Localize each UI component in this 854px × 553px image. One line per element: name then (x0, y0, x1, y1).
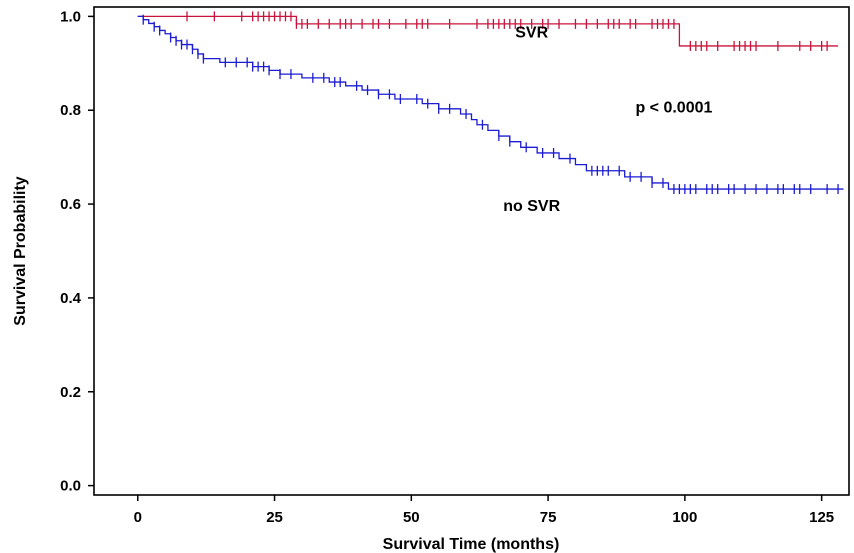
x-tick-label: 125 (809, 509, 834, 526)
y-tick-label: 0.8 (60, 102, 81, 119)
y-axis-title: Survival Probability (12, 176, 29, 325)
x-tick-label: 25 (266, 509, 283, 526)
survival-curves (137, 11, 844, 195)
annotation-label: SVR (515, 25, 548, 42)
annotations: SVR p < 0.0001 no SVR (503, 25, 712, 216)
y-tick-label: 0.4 (60, 290, 82, 307)
y-tick-label: 1.0 (60, 8, 81, 25)
x-tick-label: 100 (672, 509, 697, 526)
y-axis: 0.0 0.2 0.4 0.6 0.8 1.0 (60, 8, 94, 495)
y-tick-label: 0.0 (60, 478, 81, 495)
x-tick-label: 75 (540, 509, 557, 526)
annotation-label: p < 0.0001 (635, 100, 712, 117)
y-tick-label: 0.2 (60, 384, 81, 401)
annotation-label: no SVR (503, 198, 560, 215)
plot-frame (93, 6, 850, 496)
x-tick-label: 50 (403, 509, 420, 526)
x-tick-label: 0 (134, 509, 142, 526)
x-axis-title: Survival Time (months) (383, 536, 560, 553)
y-tick-label: 0.6 (60, 196, 81, 213)
x-axis: 0 25 50 75 100 125 (134, 495, 834, 526)
series-line-no-svr (137, 15, 844, 190)
